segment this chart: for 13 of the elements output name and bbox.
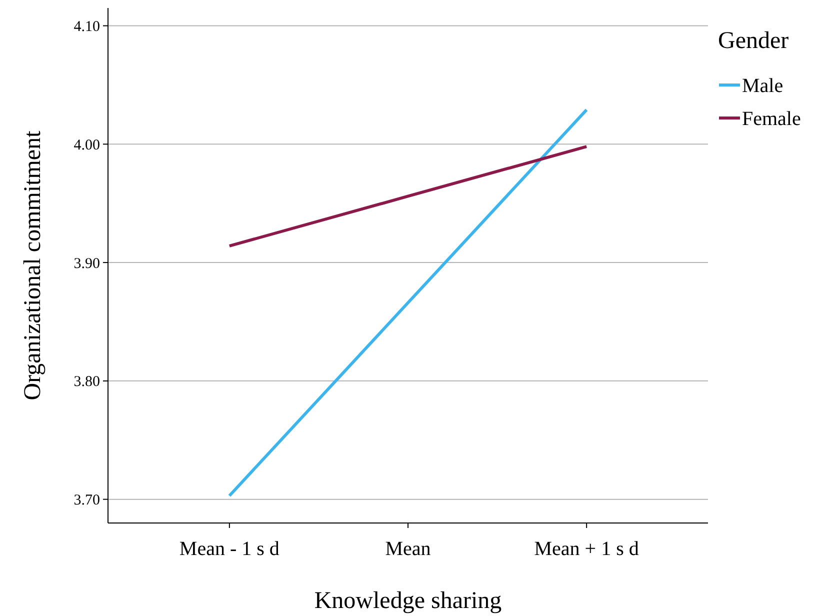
y-tick-label: 3.90 [74, 256, 100, 272]
x-tick-label: Mean [385, 538, 431, 560]
legend-label: Male [742, 75, 784, 97]
x-axis-title: Knowledge sharing [314, 588, 502, 614]
y-tick-label: 4.00 [74, 137, 100, 154]
y-axis-title: Organizational commitment [20, 130, 46, 400]
y-tick-label: 4.10 [74, 19, 100, 36]
legend-title: Gender [718, 28, 789, 54]
y-tick-label: 3.80 [74, 374, 100, 390]
legend-label: Female [742, 108, 801, 130]
x-tick-label: Mean + 1 s d [534, 538, 639, 560]
x-tick-label: Mean - 1 s d [179, 538, 280, 560]
y-tick-label: 3.70 [74, 492, 100, 509]
